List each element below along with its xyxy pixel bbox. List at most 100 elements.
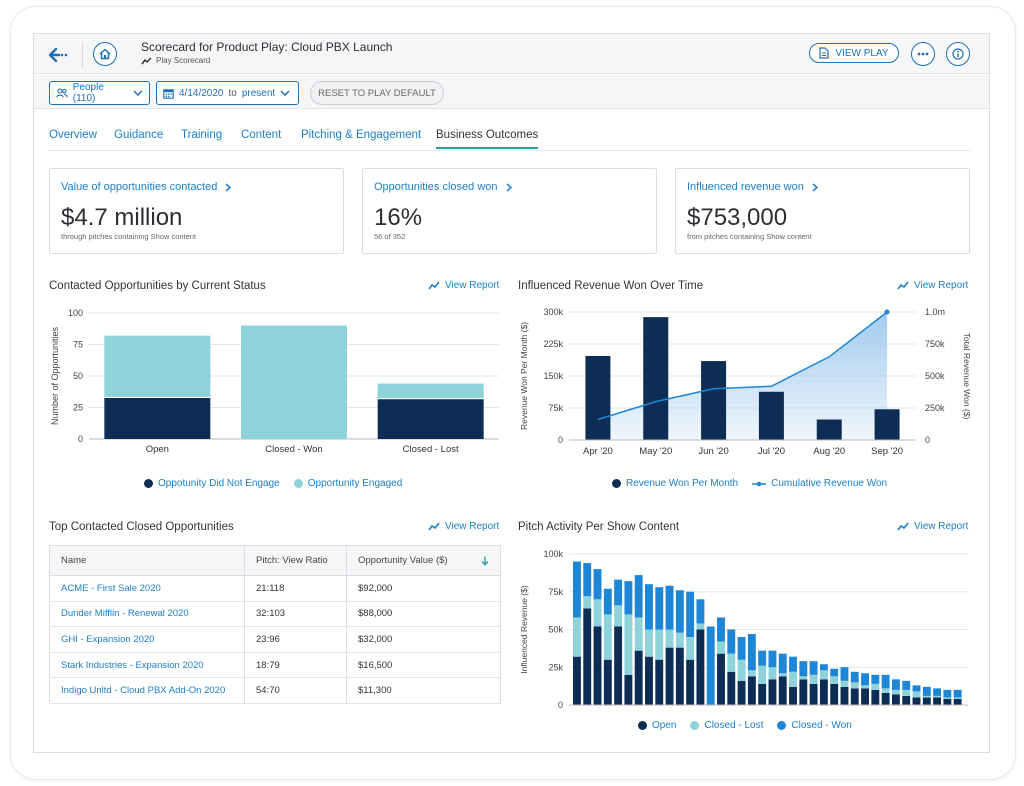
revenue-bar [643, 317, 669, 440]
opportunity-name-link[interactable]: Indigo Unltd - Cloud PBX Add-On 2020 [49, 677, 245, 704]
bar-segment [737, 637, 746, 660]
tab-guidance[interactable]: Guidance [114, 129, 164, 141]
date-filter[interactable]: 4/14/2020 to present [156, 81, 299, 105]
legend-item-open[interactable]: Open [638, 720, 676, 731]
bar-segment [933, 697, 942, 705]
legend-label: Oppotunity Did Not Engage [158, 478, 280, 489]
reset-button[interactable]: RESET TO PLAY DEFAULT [310, 81, 444, 105]
bar-segment [809, 661, 818, 675]
bar-segment [573, 656, 581, 705]
people-filter[interactable]: People (110) [49, 81, 150, 105]
opportunity-value: $32,000 [346, 626, 501, 653]
bar-segment [922, 695, 931, 698]
bar-segment [717, 653, 725, 705]
kpi-card-influenced-revenue: Influenced revenue won $753,000 from pit… [675, 168, 970, 254]
back-button[interactable] [46, 42, 72, 68]
tab-training[interactable]: Training [181, 129, 223, 141]
opportunity-value: $16,500 [346, 652, 501, 679]
column-header-ratio[interactable]: Pitch: View Ratio [244, 545, 347, 576]
legend-item-closed-lost[interactable]: Closed - Lost [690, 720, 763, 731]
opportunity-name-link[interactable]: GHI - Expansion 2020 [49, 626, 245, 653]
info-button[interactable] [946, 42, 970, 66]
kpi-link-closed-won[interactable]: Opportunities closed won [374, 181, 512, 193]
legend-item-not-engaged[interactable]: Oppotunity Did Not Engage [144, 478, 280, 489]
home-button[interactable] [93, 42, 117, 66]
x-tick-label: May '20 [639, 446, 672, 457]
bar-segment [634, 617, 643, 651]
opportunity-name-link[interactable]: Dunder Mifflin - Renewal 2020 [49, 601, 245, 628]
tab-content[interactable]: Content [241, 129, 282, 141]
view-report-label: View Report [445, 521, 500, 532]
column-header-name[interactable]: Name [49, 545, 245, 576]
kpi-link-value-contacted[interactable]: Value of opportunities contacted [61, 181, 232, 193]
view-report-link[interactable]: View Report [897, 280, 968, 291]
y-tick-label: 0 [558, 700, 563, 710]
bar-segment [758, 665, 767, 684]
bar-segment [902, 689, 911, 696]
bar-segment [241, 325, 347, 439]
bar-segment [943, 689, 952, 698]
bar-segment [675, 632, 684, 648]
y-tick-label: 0 [78, 434, 83, 444]
bar-segment [593, 626, 602, 705]
view-report-link[interactable]: View Report [897, 521, 968, 532]
opportunity-name-link[interactable]: ACME - First Sale 2020 [49, 575, 245, 602]
contacted-opportunities-chart: 0 25 50 75 100 Number of Opportunities Open Clo… [50, 308, 499, 455]
y-tick-label: 150k [543, 371, 563, 381]
bar-segment [665, 629, 674, 648]
document-icon [819, 47, 830, 59]
bar-segment [645, 629, 653, 657]
cumulative-area [597, 312, 888, 440]
bar-segment [871, 674, 880, 684]
line-point [884, 309, 890, 315]
bar-segment [912, 685, 921, 692]
y-tick-label: 100 [68, 308, 83, 318]
kpi-card-closed-won: Opportunities closed won 16% 56 of 352 [362, 168, 657, 254]
x-tick-label: Open [146, 444, 169, 455]
sort-down-icon[interactable] [481, 556, 489, 566]
bar-segment [655, 659, 664, 705]
more-options-button[interactable] [911, 42, 935, 66]
legend-dot [690, 721, 700, 730]
chart-title-influenced-revenue: Influenced Revenue Won Over Time [518, 280, 704, 292]
tab-business-outcomes[interactable]: Business Outcomes [436, 129, 539, 149]
back-arrow-icon [49, 48, 68, 62]
x-tick-label: Closed - Lost [403, 444, 459, 455]
chart-title-contacted-opportunities: Contacted Opportunities by Current Statu… [49, 280, 266, 292]
page-subtitle: Play Scorecard [141, 56, 210, 65]
chevron-right-icon [506, 182, 512, 192]
people-filter-label: People (110) [72, 82, 104, 104]
y2-tick-label: 0 [925, 435, 930, 445]
chevron-down-icon [133, 90, 143, 96]
view-report-link[interactable]: View Report [428, 280, 499, 291]
pitch-activity-chart: 0 25k 50k 75k 100k Influenced Revenue ($) [519, 549, 968, 710]
y-tick-label: 100k [543, 549, 563, 559]
opportunity-name-link[interactable]: Stark Industries - Expansion 2020 [49, 652, 245, 679]
calendar-icon [163, 88, 174, 99]
tab-overview[interactable]: Overview [49, 129, 97, 141]
legend-label: Open [652, 720, 677, 731]
view-report-link[interactable]: View Report [428, 521, 499, 532]
revenue-bar [758, 391, 784, 440]
bar-segment [614, 579, 623, 606]
kpi-link-influenced-revenue[interactable]: Influenced revenue won [687, 181, 818, 193]
y-tick-label: 25k [548, 662, 563, 672]
legend-item-revenue-per-month[interactable]: Revenue Won Per Month [612, 478, 738, 489]
column-header-value[interactable]: Opportunity Value ($) [346, 545, 501, 576]
bar-segment [727, 653, 736, 672]
bar-segment [850, 688, 859, 705]
legend-item-closed-won[interactable]: Closed - Won [777, 720, 852, 731]
bar-segment [861, 688, 869, 705]
bar-segment [665, 585, 674, 630]
bar-segment [768, 679, 777, 705]
home-icon [99, 48, 111, 60]
bar-segment [789, 656, 797, 672]
view-play-button[interactable]: VIEW PLAY [809, 43, 899, 63]
legend-item-engaged[interactable]: Opportunity Engaged [293, 478, 402, 489]
tab-pitching-engagement[interactable]: Pitching & Engagement [301, 129, 422, 141]
bar-segment [953, 689, 962, 698]
y-tick-label: 75k [548, 403, 563, 413]
legend-item-cumulative-revenue[interactable]: Cumulative Revenue Won [752, 478, 887, 489]
pitch-view-ratio: 23:96 [244, 626, 347, 653]
bar-segment [902, 680, 911, 690]
